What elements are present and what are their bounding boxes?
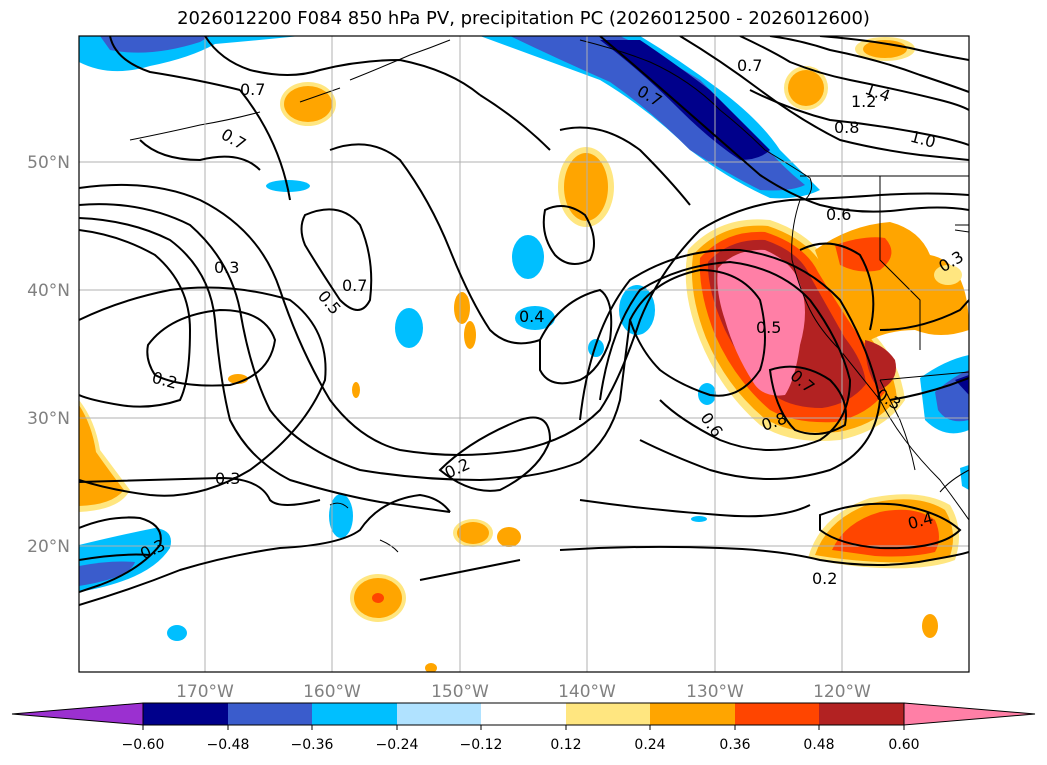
lat-tick-labels: 50°N 40°N 30°N 20°N (27, 153, 70, 557)
colorbar-tick-label: 0.48 (803, 737, 834, 753)
colorbar-segment (735, 703, 819, 725)
colorbar-tick-label: −0.36 (291, 737, 334, 753)
pv-contours (79, 36, 969, 606)
colorbar-tick-label: 0.36 (719, 737, 750, 753)
colorbar-tick-label: 0.24 (634, 737, 665, 753)
contour-label: 0.7 (342, 276, 367, 295)
lon-tick-label: 120°W (813, 682, 871, 702)
lat-tick-label: 30°N (27, 409, 70, 429)
graticule (79, 36, 969, 672)
colorbar-segment (312, 703, 397, 725)
colorbar-tick-label: −0.48 (207, 737, 250, 753)
colorbar-segment (143, 703, 228, 725)
colorbar-extend-low (11, 702, 144, 726)
contour-label: 0.2 (812, 569, 837, 588)
contour-label: 0.7 (737, 56, 762, 75)
colorbar-segment (397, 703, 481, 725)
colorbar: −0.60 −0.48 −0.36 −0.24 −0.12 0.12 0.24 … (11, 702, 1036, 753)
contour-label: 0.6 (826, 205, 851, 224)
lon-tick-label: 170°W (176, 682, 234, 702)
contour-label: 0.4 (519, 307, 544, 326)
lon-tick-labels: 170°W 160°W 150°W 140°W 130°W 120°W (176, 682, 871, 702)
colorbar-segment (481, 703, 566, 725)
contour-label: 0.3 (215, 469, 240, 488)
lon-tick-label: 160°W (303, 682, 361, 702)
map-frame (78, 35, 970, 673)
colorbar-tick-label: 0.60 (888, 737, 919, 753)
contour-label: 0.7 (240, 80, 265, 99)
colorbar-tick-label: −0.12 (460, 737, 503, 753)
contour-label: 0.3 (214, 258, 239, 277)
colorbar-tick-label: −0.60 (122, 737, 165, 753)
colorbar-extend-high (903, 702, 1036, 726)
lat-tick-label: 20°N (27, 537, 70, 557)
colorbar-tick-label: 0.12 (550, 737, 581, 753)
contour-label: 1.2 (851, 92, 876, 111)
lon-tick-label: 130°W (686, 682, 744, 702)
lat-tick-label: 50°N (27, 153, 70, 173)
lat-tick-label: 40°N (27, 281, 70, 301)
map-title: 2026012200 F084 850 hPa PV, precipitatio… (177, 8, 870, 29)
lon-tick-label: 140°W (558, 682, 616, 702)
colorbar-tick-label: −0.24 (376, 737, 419, 753)
colorbar-segment (819, 703, 904, 725)
contour-label: 0.8 (834, 118, 859, 137)
lon-tick-label: 150°W (431, 682, 489, 702)
contour-label: 0.5 (756, 318, 781, 337)
colorbar-segment (650, 703, 735, 725)
colorbar-segment (228, 703, 312, 725)
colorbar-segment (566, 703, 650, 725)
